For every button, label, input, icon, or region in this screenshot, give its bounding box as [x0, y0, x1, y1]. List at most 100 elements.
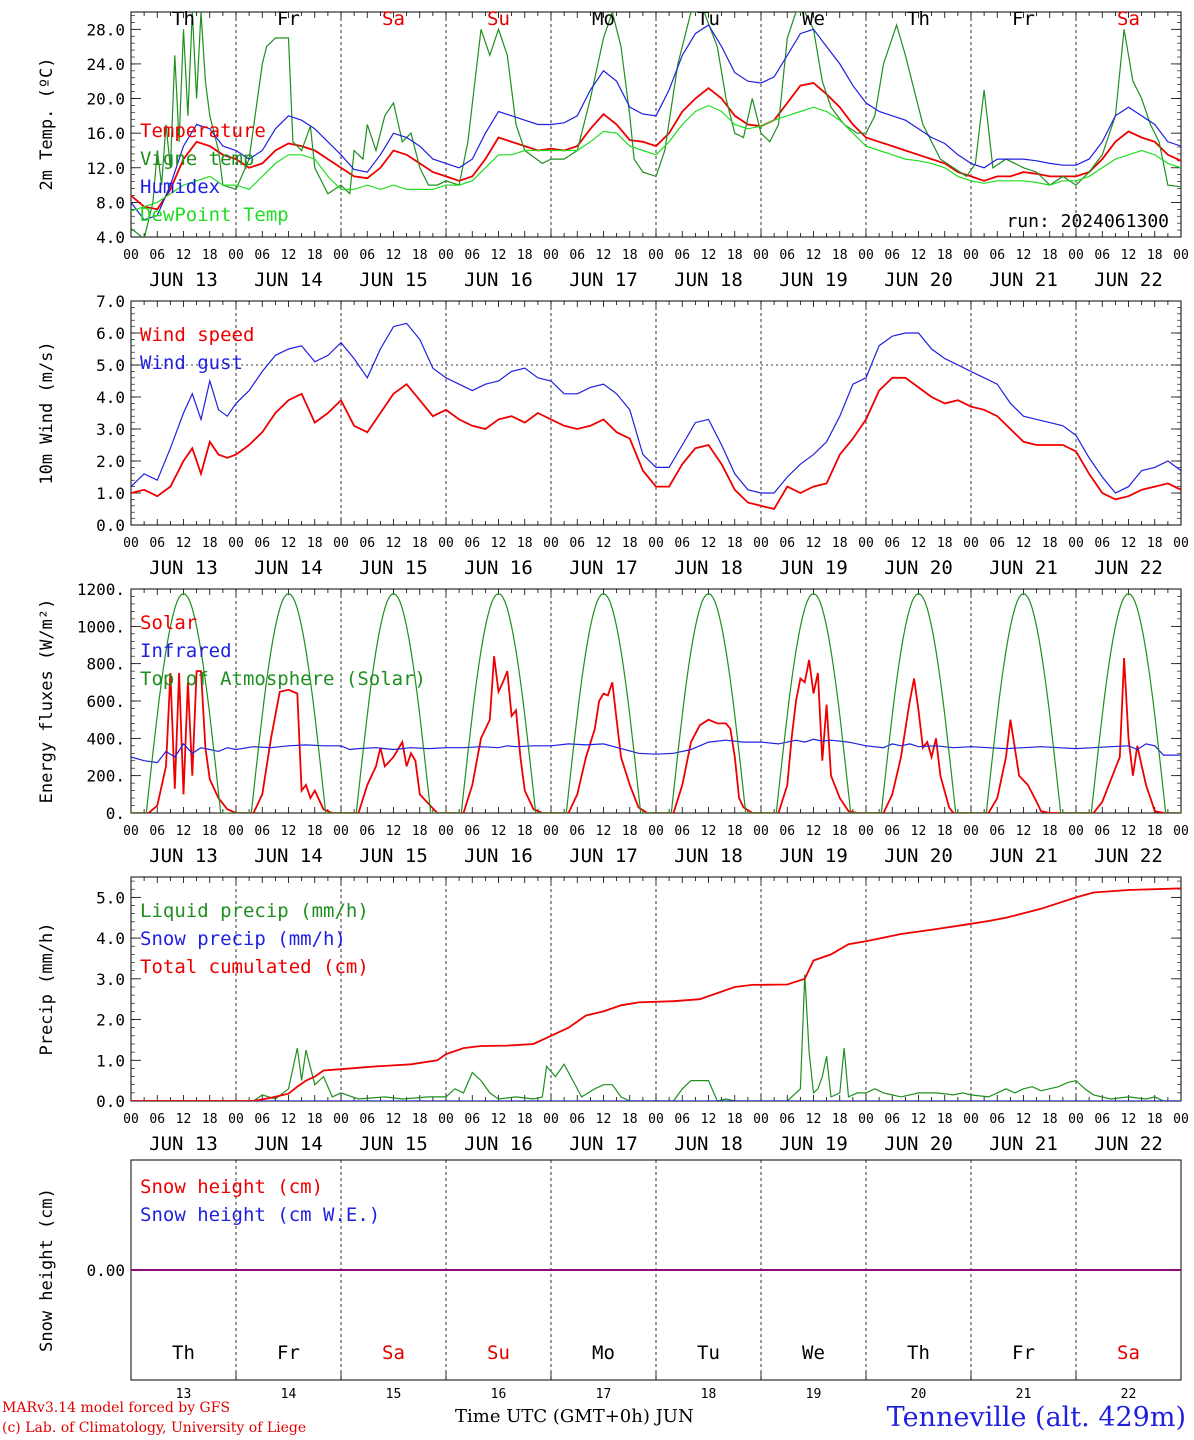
hour-tick-label: 12: [596, 1112, 612, 1127]
hour-tick-label: 06: [884, 824, 900, 839]
hour-tick-label: 06: [989, 536, 1005, 551]
hour-tick-label: 18: [1147, 536, 1163, 551]
hour-tick-label: 06: [989, 248, 1005, 263]
y-tick-label: 600.: [86, 692, 125, 711]
hour-tick-label: 12: [281, 536, 297, 551]
legend-entry: Temperature: [140, 120, 266, 142]
hour-tick-label: 06: [149, 824, 165, 839]
hour-tick-label: 18: [1147, 824, 1163, 839]
hour-tick-label: 12: [491, 248, 507, 263]
hour-tick-label: 06: [884, 1112, 900, 1127]
day-number-label: 13: [176, 1387, 192, 1402]
hour-tick-label: 12: [176, 1112, 192, 1127]
series-line-solar: [131, 656, 1181, 813]
hour-tick-label: 18: [937, 536, 953, 551]
hour-tick-label: 06: [569, 248, 585, 263]
snow-ylabel: Snow height (cm): [37, 1188, 57, 1352]
day-number-label: 21: [1016, 1387, 1032, 1402]
hour-tick-label: 18: [1042, 248, 1058, 263]
series-line-liquid-precip-mm-h-: [131, 974, 1181, 1101]
hour-tick-label: 00: [1068, 824, 1084, 839]
hour-tick-label: 00: [858, 536, 874, 551]
hour-tick-label: 12: [281, 824, 297, 839]
hour-tick-label: 12: [1121, 824, 1137, 839]
legend-entry: Wind gust: [140, 352, 243, 374]
x-axis-title: Time UTC (GMT+0h) JUN: [455, 1406, 694, 1427]
date-label: JUN 14: [254, 557, 323, 579]
weekday-label: Sa: [1117, 1342, 1140, 1364]
legend-entry: Solar: [140, 612, 197, 634]
date-label: JUN 17: [569, 557, 638, 579]
hour-tick-label: 06: [779, 248, 795, 263]
hour-tick-label: 18: [937, 1112, 953, 1127]
hour-tick-label: 18: [1147, 248, 1163, 263]
hour-tick-label: 00: [753, 1112, 769, 1127]
hour-tick-label: 12: [806, 248, 822, 263]
hour-tick-label: 06: [779, 824, 795, 839]
hour-tick-label: 06: [359, 536, 375, 551]
hour-tick-label: 18: [832, 248, 848, 263]
series-line-dewpoint-temp: [131, 104, 1181, 212]
y-tick-label: 24.0: [86, 55, 125, 74]
hour-tick-label: 18: [202, 536, 218, 551]
hour-tick-label: 06: [674, 824, 690, 839]
hour-tick-label: 06: [254, 248, 270, 263]
series-line-humidex: [131, 24, 1181, 221]
hour-tick-label: 00: [963, 824, 979, 839]
wind-frame: [130, 300, 1182, 526]
date-label: JUN 18: [674, 269, 743, 291]
weekday-label: Th: [172, 8, 195, 30]
hour-tick-label: 06: [779, 536, 795, 551]
hour-tick-label: 12: [1121, 536, 1137, 551]
date-label: JUN 21: [989, 1133, 1058, 1155]
hour-tick-label: 12: [386, 1112, 402, 1127]
weekday-label: Sa: [382, 8, 405, 30]
hour-tick-label: 00: [228, 824, 244, 839]
hour-tick-label: 18: [307, 1112, 323, 1127]
legend-entry: Snow height (cm): [140, 1176, 323, 1198]
hour-tick-label: 00: [438, 1112, 454, 1127]
hour-tick-label: 12: [491, 1112, 507, 1127]
hour-tick-label: 00: [228, 1112, 244, 1127]
hour-tick-label: 06: [884, 248, 900, 263]
hour-tick-label: 06: [149, 248, 165, 263]
date-label: JUN 18: [674, 845, 743, 867]
day-number-label: 17: [596, 1387, 612, 1402]
legend-entry: Liquid precip (mm/h): [140, 900, 369, 922]
y-tick-label: 5.0: [96, 888, 125, 907]
day-number-label: 16: [491, 1387, 507, 1402]
y-tick-label: 4.0: [96, 228, 125, 247]
hour-tick-label: 00: [963, 1112, 979, 1127]
date-label: JUN 20: [884, 1133, 953, 1155]
energy-ylabel: Energy fluxes (W/m²): [37, 599, 57, 804]
hour-tick-label: 18: [307, 248, 323, 263]
hour-tick-label: 00: [963, 536, 979, 551]
hour-tick-label: 18: [412, 536, 428, 551]
weekday-label: Fr: [1012, 8, 1035, 30]
hour-tick-label: 00: [123, 1112, 139, 1127]
y-tick-label: 0.00: [86, 1261, 125, 1280]
hour-tick-label: 06: [569, 824, 585, 839]
y-tick-label: 20.0: [86, 90, 125, 109]
hour-tick-label: 06: [674, 248, 690, 263]
hour-tick-label: 06: [674, 1112, 690, 1127]
hour-tick-label: 06: [254, 536, 270, 551]
weekday-label: Mo: [592, 8, 615, 30]
date-label: JUN 13: [149, 1133, 218, 1155]
hour-tick-label: 00: [1068, 248, 1084, 263]
y-tick-label: 0.0: [96, 516, 125, 535]
date-label: JUN 21: [989, 269, 1058, 291]
day-number-label: 18: [701, 1387, 717, 1402]
hour-tick-label: 12: [1016, 536, 1032, 551]
date-label: JUN 22: [1094, 845, 1163, 867]
series-line-total-cumulated-cm-: [131, 887, 1181, 1101]
hour-tick-label: 12: [176, 248, 192, 263]
hour-tick-label: 00: [1173, 536, 1189, 551]
hour-tick-label: 18: [622, 824, 638, 839]
legend-entry: Wind speed: [140, 324, 254, 346]
hour-tick-label: 18: [832, 1112, 848, 1127]
hour-tick-label: 00: [333, 824, 349, 839]
hour-tick-label: 06: [569, 1112, 585, 1127]
date-label: JUN 13: [149, 557, 218, 579]
hour-tick-label: 06: [254, 824, 270, 839]
